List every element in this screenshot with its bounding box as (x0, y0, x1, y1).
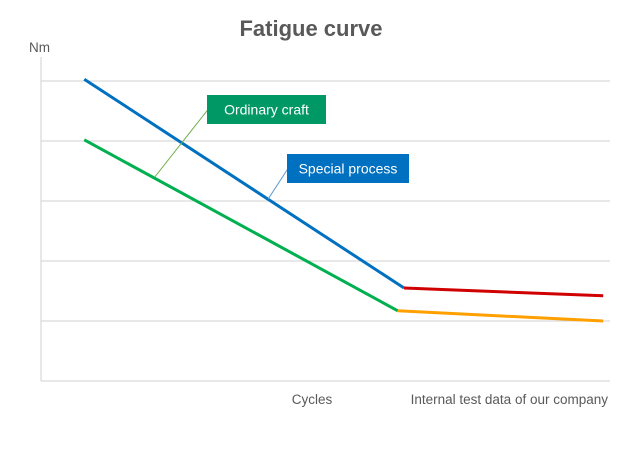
annotation-box (207, 95, 326, 124)
series-line-2 (83, 138, 399, 313)
series-line-0 (83, 77, 405, 290)
annotation-leader (154, 109, 209, 178)
series-line-3 (397, 309, 604, 323)
x-axis-label: Cycles (292, 392, 333, 407)
annotation-label: Ordinary craft (224, 102, 309, 118)
series-line-1 (403, 286, 604, 298)
annotation-label: Special process (299, 161, 398, 177)
data-source-note: Internal test data of our company (411, 392, 609, 407)
chart-title: Fatigue curve (239, 16, 382, 41)
annotation-box (287, 154, 409, 183)
annotation-leader (267, 168, 289, 200)
y-axis-label: Nm (29, 40, 50, 55)
